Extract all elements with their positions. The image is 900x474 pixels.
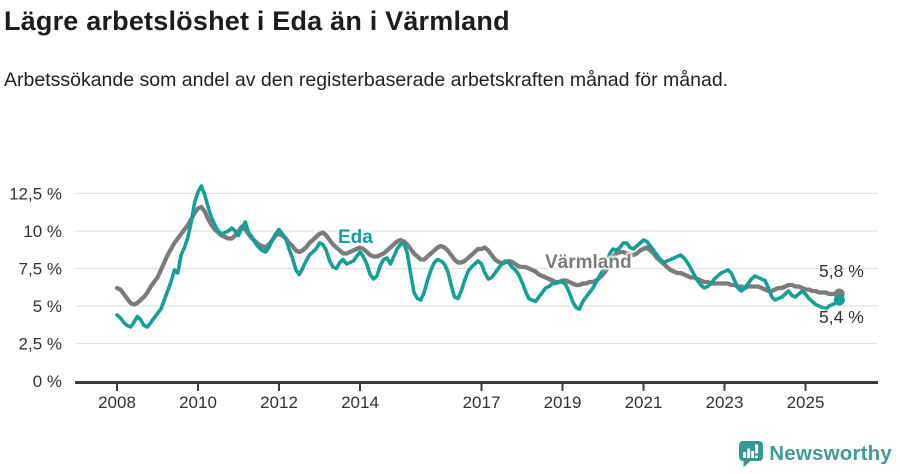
chart-subtitle: Arbetssökande som andel av den registerb… xyxy=(4,69,729,91)
line-eda xyxy=(115,184,842,329)
y-tick-label: 12,5 % xyxy=(9,185,62,204)
page-title: Lägre arbetslöshet i Eda än i Värmland xyxy=(4,6,510,36)
x-tick-label: 2023 xyxy=(706,393,744,412)
x-tick-label: 2017 xyxy=(463,393,501,412)
y-tick-label: 0 % xyxy=(33,372,62,391)
series-label-eda: Eda xyxy=(338,227,373,248)
y-tick-label: 7,5 % xyxy=(19,260,62,279)
newsworthy-logo: Newsworthy xyxy=(738,440,892,468)
series-label-varmland: Värmland xyxy=(545,252,632,273)
x-tick-label: 2019 xyxy=(544,393,582,412)
x-tick-label: 2014 xyxy=(341,393,379,412)
x-tick-label: 2025 xyxy=(787,393,825,412)
y-tick-label: 10 % xyxy=(23,222,62,241)
x-tick-label: 2012 xyxy=(260,393,298,412)
x-tick-label: 2010 xyxy=(179,393,217,412)
newsworthy-wordmark: Newsworthy xyxy=(769,442,892,465)
end-value-eda: 5,4 % xyxy=(819,307,864,327)
line-värmland xyxy=(114,204,842,307)
y-tick-label: 2,5 % xyxy=(19,335,62,354)
y-tick-label: 5 % xyxy=(33,297,62,316)
end-value-varmland: 5,8 % xyxy=(819,261,864,281)
x-tick-label: 2021 xyxy=(625,393,663,412)
end-dot-eda xyxy=(833,294,845,306)
newsworthy-bubble-chart-icon xyxy=(738,440,764,468)
x-tick-label: 2008 xyxy=(98,393,136,412)
